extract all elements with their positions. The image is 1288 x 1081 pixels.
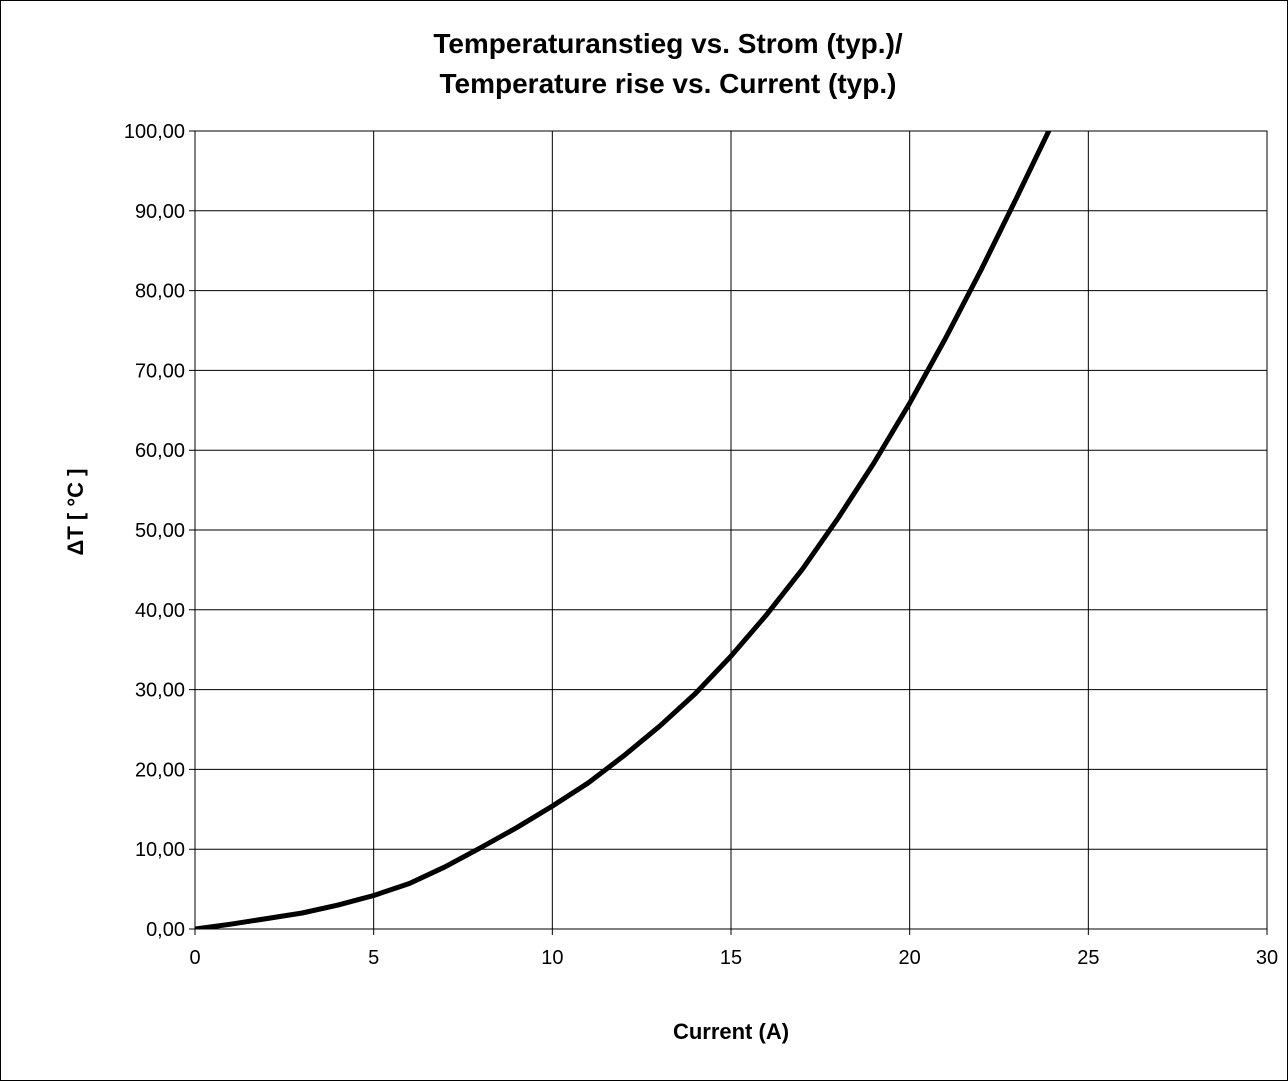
y-tick-label: 50,00 bbox=[135, 520, 185, 542]
x-tick-label: 5 bbox=[368, 947, 379, 969]
x-tick-label: 15 bbox=[720, 947, 742, 969]
y-tick-label: 0,00 bbox=[146, 919, 185, 941]
y-tick-label: 80,00 bbox=[135, 281, 185, 303]
x-axis-label: Current (A) bbox=[673, 1019, 789, 1044]
y-tick-label: 100,00 bbox=[124, 121, 185, 143]
tick-labels: 0,00 10,00 20,00 30,00 40,00 50,00 60,00 70,00 8… bbox=[124, 121, 1278, 969]
y-tick-label: 10,00 bbox=[135, 839, 185, 861]
x-tick-label: 0 bbox=[189, 947, 200, 969]
x-tick-label: 10 bbox=[541, 947, 563, 969]
x-tick-label: 25 bbox=[1077, 947, 1099, 969]
y-tick-label: 30,00 bbox=[135, 680, 185, 702]
y-tick-label: 90,00 bbox=[135, 201, 185, 223]
plot-border bbox=[194, 130, 1268, 930]
y-tick-label: 70,00 bbox=[135, 360, 185, 382]
chart-title-line-1: Temperaturanstieg vs. Strom (typ.)/ bbox=[433, 28, 903, 59]
y-tick-label: 20,00 bbox=[135, 759, 185, 781]
x-tick-label: 20 bbox=[899, 947, 921, 969]
plot-area bbox=[195, 131, 1052, 929]
y-axis-label: ΔT [ °C ] bbox=[63, 469, 88, 556]
y-tick-label: 40,00 bbox=[135, 600, 185, 622]
y-tick-label: 60,00 bbox=[135, 440, 185, 462]
grid-lines bbox=[189, 130, 1268, 935]
series-line bbox=[195, 131, 1052, 929]
chart-title-line-2: Temperature rise vs. Current (typ.) bbox=[440, 68, 897, 99]
x-tick-label: 30 bbox=[1256, 947, 1278, 969]
